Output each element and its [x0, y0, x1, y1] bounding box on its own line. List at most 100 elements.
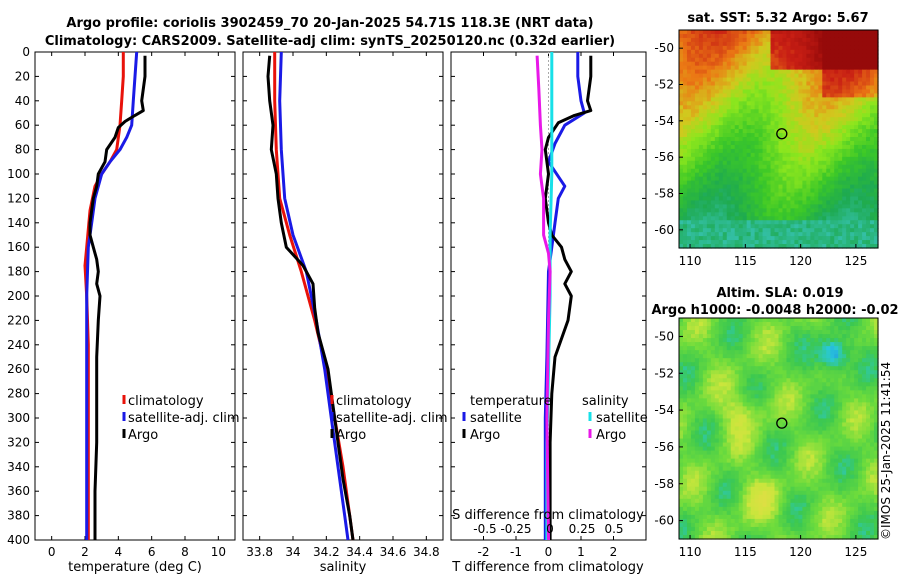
map-cell — [686, 322, 692, 327]
map-cell — [734, 224, 740, 229]
map-cell — [798, 374, 803, 379]
map-cell — [850, 434, 855, 440]
map-cell — [682, 322, 688, 327]
map-cell — [806, 125, 811, 130]
depth-tick-label: 40 — [15, 94, 30, 108]
map-cell — [754, 140, 760, 146]
map-cell — [854, 89, 859, 95]
map-cell — [690, 244, 696, 249]
map-cell — [842, 470, 847, 476]
map-cell — [694, 450, 700, 456]
map-cell — [770, 109, 776, 114]
map-cell — [754, 49, 760, 55]
map-cell — [822, 164, 827, 170]
map-cell — [870, 137, 875, 142]
map-cell — [686, 208, 692, 213]
map-cell — [814, 69, 819, 75]
map-cell — [754, 414, 760, 420]
map-cell — [702, 180, 708, 186]
map-cell — [734, 117, 740, 122]
map-cell — [710, 398, 716, 403]
map-cell — [806, 212, 811, 217]
x-tick-label: 34.8 — [413, 545, 440, 559]
map-cell — [814, 362, 819, 367]
map-cell — [842, 406, 847, 412]
map-cell — [694, 85, 700, 91]
map-cell — [726, 426, 732, 432]
map-cell — [830, 85, 835, 91]
map-cell — [802, 418, 807, 424]
map-cell — [838, 350, 843, 355]
map-cell — [834, 406, 839, 412]
map-cell — [786, 117, 792, 122]
map-cell — [734, 410, 740, 416]
map-cell — [830, 176, 835, 182]
map-cell — [766, 133, 772, 138]
map-cell — [690, 342, 696, 347]
map-cell — [822, 398, 827, 403]
map-cell — [766, 394, 772, 399]
map-y-tick-label: -56 — [654, 150, 674, 164]
map-cell — [734, 160, 740, 166]
map-cell — [850, 462, 855, 468]
map-cell — [754, 374, 760, 379]
map-cell — [802, 129, 807, 134]
map-cell — [714, 192, 720, 198]
map-cell — [822, 81, 827, 87]
map-cell — [798, 204, 803, 209]
map-cell — [782, 89, 788, 95]
map-cell — [802, 208, 807, 213]
map-cell — [730, 45, 736, 51]
map-cell — [810, 140, 815, 146]
map-cell — [830, 358, 835, 363]
map-cell — [698, 45, 704, 51]
map-cell — [762, 109, 768, 114]
map-cell — [746, 382, 752, 387]
map-cell — [838, 462, 843, 468]
map-cell — [679, 41, 684, 47]
map-cell — [850, 176, 855, 182]
map-cell — [798, 232, 803, 237]
map-cell — [802, 49, 807, 55]
map-cell — [754, 422, 760, 428]
map-cell — [874, 41, 879, 47]
map-cell — [734, 430, 740, 436]
map-cell — [726, 450, 732, 456]
map-cell — [730, 450, 736, 456]
map-cell — [874, 164, 879, 170]
map-cell — [814, 101, 819, 106]
map-cell — [778, 232, 784, 237]
map-cell — [722, 378, 728, 383]
map-cell — [714, 466, 720, 472]
map-cell — [810, 196, 815, 202]
map-cell — [782, 129, 788, 134]
map-cell — [866, 212, 871, 217]
map-cell — [854, 390, 859, 395]
map-cell — [826, 152, 831, 158]
map-cell — [850, 406, 855, 412]
map-cell — [698, 430, 704, 436]
map-cell — [726, 101, 732, 106]
map-cell — [774, 172, 780, 178]
map-cell — [786, 41, 792, 47]
map-cell — [718, 133, 724, 138]
map-cell — [754, 97, 760, 102]
map-cell — [842, 236, 847, 241]
map-cell — [862, 109, 867, 114]
map-cell — [774, 438, 780, 444]
map-cell — [690, 121, 696, 126]
map-cell — [842, 168, 847, 174]
map-cell — [778, 33, 784, 39]
sst-map-frame — [678, 29, 879, 249]
map-cell — [778, 346, 784, 351]
map-cell — [679, 156, 684, 162]
map-cell — [762, 30, 768, 35]
map-cell — [802, 117, 807, 122]
map-cell — [754, 73, 760, 79]
map-cell — [730, 57, 736, 63]
map-cell — [766, 430, 772, 436]
map-cell — [734, 386, 740, 391]
map-cell — [710, 65, 716, 71]
map-cell — [786, 93, 792, 98]
map-cell — [726, 69, 732, 75]
